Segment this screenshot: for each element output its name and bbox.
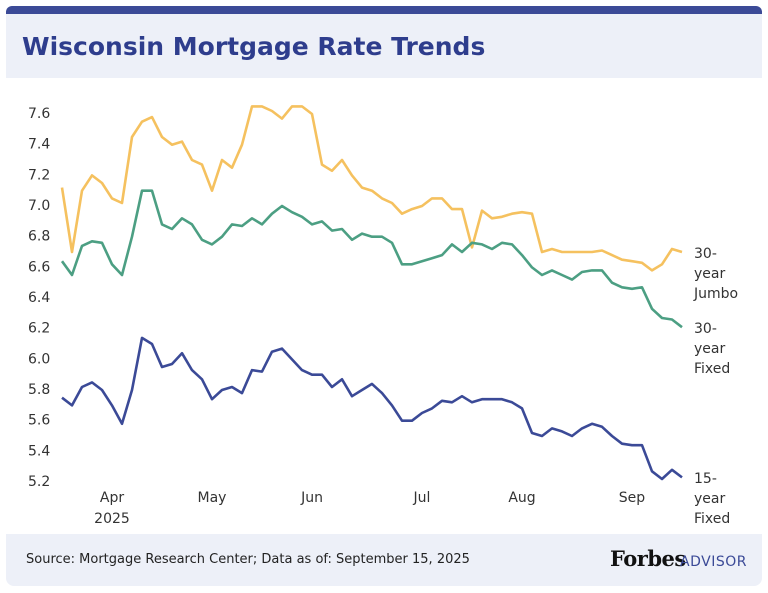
- x-tick-label: Jul: [413, 490, 431, 506]
- header: [6, 14, 762, 78]
- series-line: [61, 336, 683, 481]
- legend-label: 30-year Fixed: [694, 321, 731, 378]
- y-tick-label: 6.2: [28, 321, 50, 337]
- legend-label: 15-year Fixed: [694, 471, 731, 528]
- y-tick-label: 7.2: [28, 167, 50, 183]
- x-tick-label: Apr: [100, 490, 124, 506]
- y-tick-label: 5.4: [28, 443, 50, 459]
- x-tick-label: Aug: [508, 490, 535, 506]
- y-tick-label: 6.4: [28, 290, 50, 306]
- y-tick-label: 7.0: [28, 198, 50, 214]
- x-tick-label: Sep: [619, 490, 646, 506]
- x-year-label: 2025: [94, 511, 130, 527]
- y-tick-label: 5.2: [28, 474, 50, 490]
- y-tick-label: 6.8: [28, 229, 50, 245]
- y-tick-label: 6.0: [28, 351, 50, 367]
- y-tick-label: 6.6: [28, 259, 50, 275]
- brand-name: Forbes: [610, 546, 686, 571]
- x-tick-label: May: [198, 490, 227, 506]
- y-tick-label: 5.6: [28, 413, 50, 429]
- legend-label: 30-year Jumbo: [694, 246, 739, 303]
- chart-title: Wisconsin Mortgage Rate Trends: [22, 32, 486, 61]
- footer: [6, 534, 762, 586]
- series-line: [60, 105, 683, 272]
- y-tick-label: 5.8: [28, 382, 50, 398]
- source-note: Source: Mortgage Research Center; Data a…: [26, 552, 470, 567]
- brand-product: ADVISOR: [680, 554, 747, 570]
- y-tick-label: 7.4: [28, 137, 50, 153]
- x-tick-label: Jun: [300, 490, 323, 506]
- y-tick-label: 7.6: [28, 106, 50, 122]
- series-line: [60, 189, 683, 329]
